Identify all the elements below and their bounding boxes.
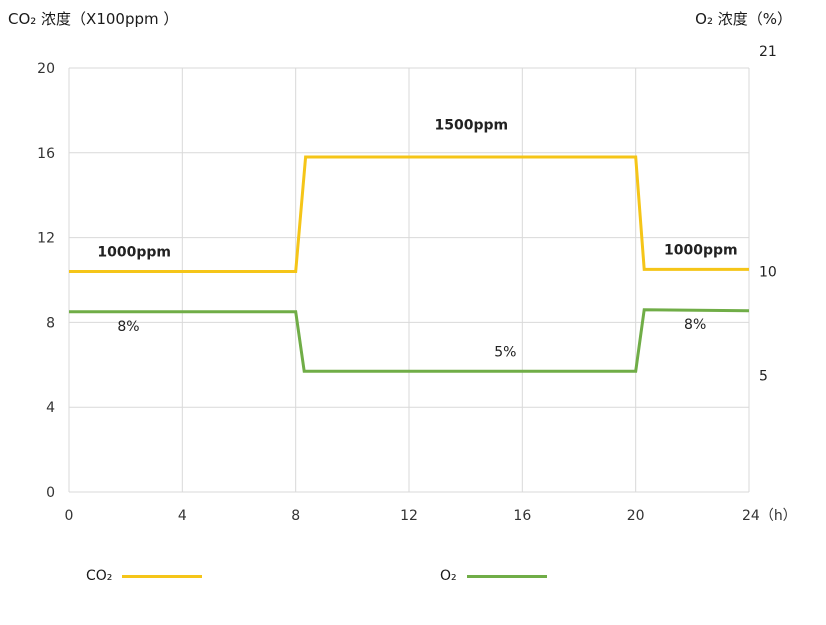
x-tick-label: 4: [178, 508, 187, 524]
x-tick-label: 12: [400, 508, 418, 524]
data-label: 1000ppm: [97, 245, 171, 261]
y-right-tick-label: 21: [759, 44, 777, 60]
data-label: 8%: [117, 319, 139, 335]
legend-swatch-o2: [466, 574, 547, 578]
y-right-tick-label: 5: [759, 368, 768, 384]
legend-item-o2: O₂: [440, 566, 547, 586]
y-left-tick-label: 16: [37, 146, 55, 162]
data-label: 1500ppm: [435, 117, 509, 133]
legend-swatch-co2: [122, 574, 203, 578]
y-right-tick-label: 10: [759, 265, 777, 281]
y-left-tick-label: 12: [37, 231, 55, 247]
x-tick-label: 20: [627, 508, 645, 524]
data-label: 8%: [684, 317, 706, 333]
right-axis-title: O₂ 浓度（%）: [695, 10, 792, 28]
series-line-co2: [69, 155, 749, 273]
data-label: 5%: [494, 344, 516, 360]
x-tick-label: 0: [65, 508, 74, 524]
y-left-tick-label: 8: [46, 315, 55, 331]
data-label: 1000ppm: [664, 243, 738, 259]
x-tick-label: 16: [513, 508, 531, 524]
legend-item-co2: CO₂: [86, 566, 203, 586]
x-tick-label: 8: [291, 508, 300, 524]
y-left-tick-label: 20: [37, 61, 55, 77]
x-tick-label: 24（h）: [742, 508, 797, 524]
legend-label-co2: CO₂: [86, 568, 113, 584]
left-axis-title: CO₂ 浓度（X100ppm ）: [8, 10, 179, 28]
series-line-o2: [69, 308, 750, 373]
legend-label-o2: O₂: [440, 568, 457, 584]
y-left-tick-label: 4: [46, 400, 55, 416]
y-left-tick-label: 0: [46, 485, 55, 501]
